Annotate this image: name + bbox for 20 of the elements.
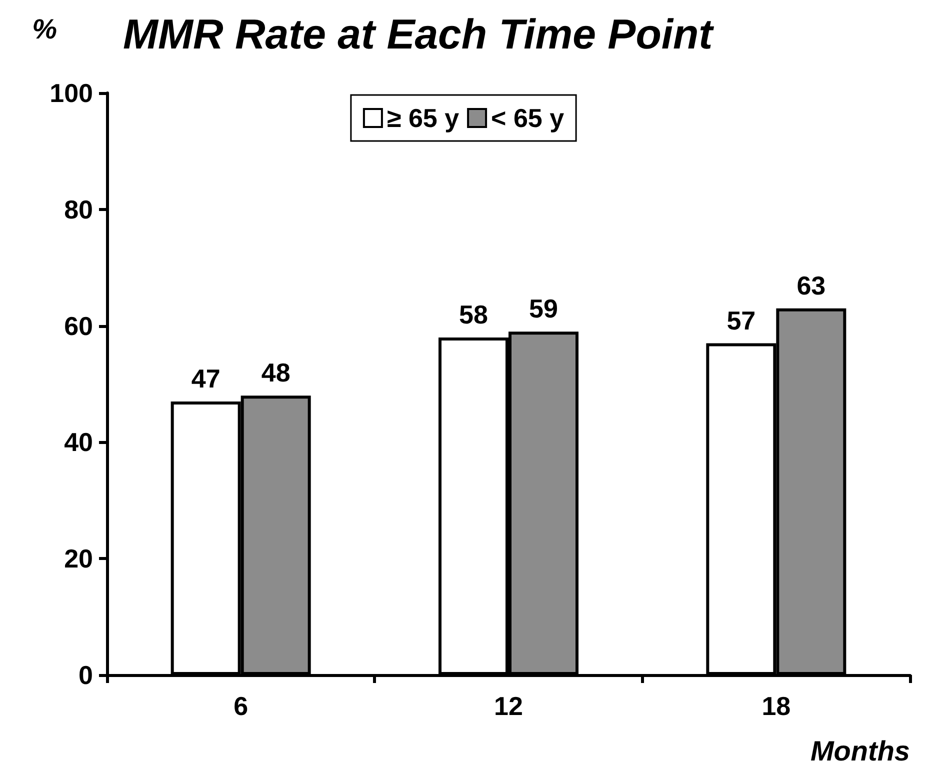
data-label: 59 xyxy=(529,294,558,324)
y-tick-label: 60 xyxy=(64,310,93,341)
y-tick-label: 40 xyxy=(64,427,93,458)
x-tick-label: 12 xyxy=(494,691,523,721)
data-label: 47 xyxy=(191,363,220,394)
legend-label: < 65 y xyxy=(491,103,565,133)
y-tick-label: 80 xyxy=(64,194,93,224)
data-label: 48 xyxy=(261,358,290,388)
data-label: 58 xyxy=(459,299,488,330)
x-axis-title: Months xyxy=(810,736,910,765)
y-tick-label: 100 xyxy=(50,78,93,108)
y-tick-label: 0 xyxy=(78,660,93,690)
y-axis-title: % xyxy=(32,14,58,44)
legend-label: ≥ 65 y xyxy=(386,103,460,133)
data-label: 63 xyxy=(796,270,826,300)
data-label: 57 xyxy=(726,305,756,336)
y-tick-label: 20 xyxy=(64,544,93,574)
x-tick-label: 18 xyxy=(762,691,791,721)
chart-title: MMR Rate at Each Time Point xyxy=(123,10,715,58)
x-tick-label: 6 xyxy=(234,691,248,721)
